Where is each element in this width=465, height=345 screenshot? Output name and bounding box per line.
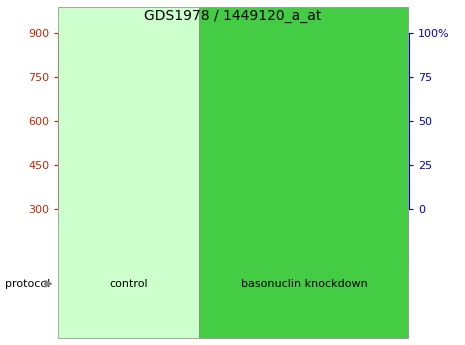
- Bar: [102, 56, 120, 209]
- Bar: [242, 106, 260, 209]
- Bar: [304, 209, 339, 269]
- Text: GSM92230: GSM92230: [387, 214, 396, 264]
- Point: [318, 48, 325, 53]
- Bar: [199, 209, 234, 269]
- Point: [177, 42, 185, 48]
- Text: GSM92224: GSM92224: [177, 215, 186, 263]
- Bar: [207, 121, 225, 209]
- Text: GSM92222: GSM92222: [106, 215, 115, 263]
- Text: GDS1978 / 1449120_a_at: GDS1978 / 1449120_a_at: [144, 9, 321, 23]
- Bar: [78, 324, 94, 336]
- Point: [213, 46, 220, 51]
- Text: GSM92223: GSM92223: [141, 215, 150, 263]
- Point: [107, 39, 114, 44]
- Bar: [78, 306, 94, 318]
- Bar: [164, 209, 199, 269]
- Text: percentile rank within the sample: percentile rank within the sample: [103, 325, 291, 335]
- Bar: [278, 188, 295, 209]
- Bar: [137, 77, 155, 209]
- Text: GSM92228: GSM92228: [317, 215, 326, 263]
- Bar: [58, 209, 93, 269]
- Bar: [93, 209, 128, 269]
- Text: GSM92221: GSM92221: [71, 215, 80, 263]
- Point: [283, 58, 290, 64]
- Point: [247, 42, 255, 48]
- Bar: [348, 150, 365, 209]
- Bar: [67, 97, 85, 209]
- Text: GSM92229: GSM92229: [352, 215, 361, 263]
- Bar: [269, 209, 304, 269]
- Bar: [383, 119, 400, 209]
- Point: [388, 46, 395, 51]
- Text: GSM92226: GSM92226: [247, 215, 256, 263]
- Point: [353, 48, 360, 53]
- Point: [72, 44, 80, 50]
- Text: count: count: [103, 307, 134, 317]
- Bar: [374, 209, 409, 269]
- Bar: [339, 209, 374, 269]
- Text: control: control: [109, 279, 148, 289]
- Bar: [172, 100, 190, 209]
- Bar: [128, 209, 164, 269]
- Text: GSM92227: GSM92227: [282, 215, 291, 263]
- Point: [142, 42, 150, 48]
- Text: GSM92225: GSM92225: [212, 215, 220, 263]
- Text: protocol: protocol: [5, 279, 50, 289]
- Text: basonuclin knockdown: basonuclin knockdown: [240, 279, 367, 289]
- Bar: [234, 209, 269, 269]
- Bar: [312, 147, 330, 209]
